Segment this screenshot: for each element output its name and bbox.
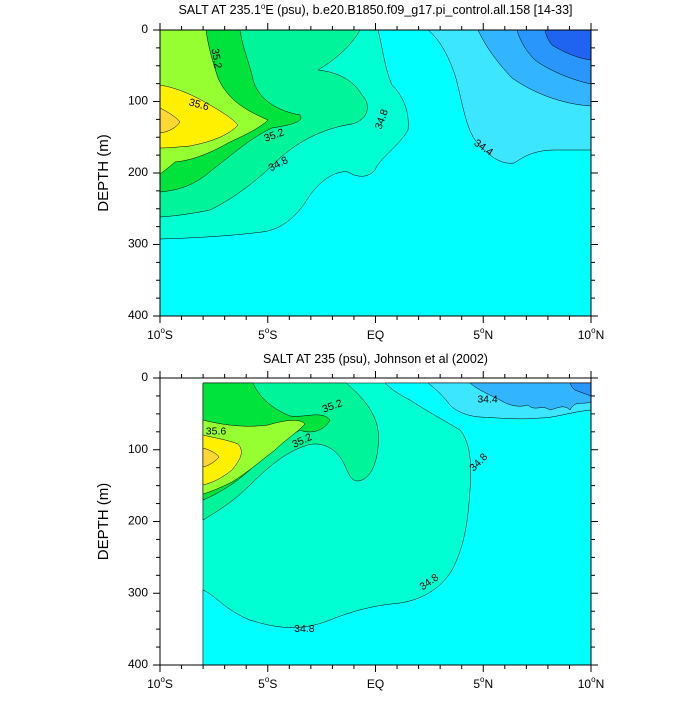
contour-label: 34.4 xyxy=(477,393,498,405)
chart-panel-1: 35.235.635.234.834.834.4010020030040010o… xyxy=(95,2,604,342)
x-tick-label: EQ xyxy=(367,328,384,342)
x-tick-label: 5oN xyxy=(473,675,493,691)
y-tick-label: 100 xyxy=(128,94,148,108)
level-34-0-region xyxy=(544,30,591,61)
y-tick-label: 200 xyxy=(128,514,148,528)
chart-title: SALT AT 235.1oE (psu), b.e20.B1850.f09_g… xyxy=(178,2,572,17)
chart-title: SALT AT 235 (psu), Johnson et al (2002) xyxy=(263,352,488,366)
y-axis-label: DEPTH (m) xyxy=(95,134,112,212)
y-axis-label: DEPTH (m) xyxy=(95,483,112,561)
level-35-8-region xyxy=(202,434,242,486)
x-tick-label: 10oN xyxy=(578,326,604,342)
level-34-4-region xyxy=(469,382,591,411)
x-tick-label: 10oN xyxy=(578,675,604,691)
y-tick-label: 300 xyxy=(128,585,148,599)
level-35-6-region xyxy=(202,419,306,495)
y-tick-label: 200 xyxy=(128,165,148,179)
contour-fill-group xyxy=(160,30,591,316)
y-tick-label: 400 xyxy=(128,657,148,671)
contour-label: 35.2 xyxy=(209,47,224,69)
contour-fill-group xyxy=(202,382,591,665)
x-tick-label: EQ xyxy=(367,677,384,691)
y-tick-label: 400 xyxy=(128,308,148,322)
contour-label: 35.6 xyxy=(206,426,227,438)
level-34-8-region xyxy=(202,382,591,665)
level-34-2-region xyxy=(569,382,591,397)
level-35-8-region xyxy=(160,84,239,149)
y-tick-label: 0 xyxy=(141,22,148,36)
x-tick-label: 5oS xyxy=(258,675,277,691)
contour-label: 35.6 xyxy=(187,96,210,113)
contour-label: 34.8 xyxy=(294,623,315,635)
y-tick-label: 300 xyxy=(128,237,148,251)
x-tick-label: 10oS xyxy=(147,675,173,691)
x-tick-label: 5oN xyxy=(473,326,493,342)
x-tick-label: 5oS xyxy=(258,326,277,342)
y-tick-label: 0 xyxy=(141,370,148,384)
level-36-0-region xyxy=(202,447,220,468)
x-tick-label: 10oS xyxy=(147,326,173,342)
y-tick-label: 100 xyxy=(128,442,148,456)
chart-panel-2: 35.635.235.234.834.434.834.8010020030040… xyxy=(95,352,604,691)
level-36-0-region xyxy=(160,107,181,134)
